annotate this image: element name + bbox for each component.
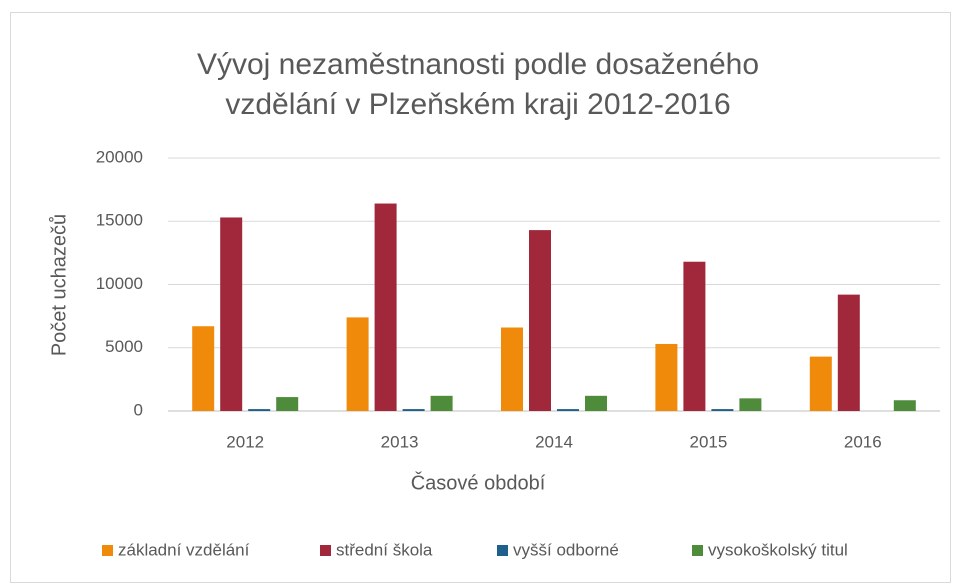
y-axis-label: Počet uchazečů (48, 214, 70, 356)
legend-label: vyšší odborné (513, 540, 619, 559)
x-tick-label: 2014 (535, 432, 573, 451)
bar (809, 356, 832, 411)
bar (893, 400, 916, 411)
bar (683, 261, 706, 411)
bar (837, 294, 860, 411)
bar (655, 343, 678, 411)
y-tick-label: 5000 (105, 337, 143, 356)
legend-swatch (692, 545, 703, 556)
x-tick-label: 2015 (689, 432, 727, 451)
legend-swatch (102, 545, 113, 556)
bar (430, 395, 453, 411)
chart-border (10, 12, 951, 583)
chart-title: vzdělání v Plzeňském kraji 2012-2016 (225, 88, 730, 121)
chart-title: Vývoj nezaměstnanosti podle dosaženého (197, 48, 759, 81)
bar (192, 326, 215, 411)
bar (739, 398, 762, 411)
legend-label: základní vzdělání (118, 540, 250, 559)
bar (276, 397, 299, 411)
x-tick-label: 2016 (844, 432, 882, 451)
legend-label: střední škola (336, 540, 433, 559)
legend-swatch (497, 545, 508, 556)
bar (346, 317, 369, 411)
bar (585, 395, 607, 411)
legend-label: vysokoškolský titul (708, 540, 848, 559)
x-tick-label: 2013 (381, 432, 419, 451)
y-tick-label: 15000 (96, 211, 143, 230)
y-tick-label: 20000 (96, 147, 143, 166)
x-tick-label: 2012 (226, 432, 264, 451)
x-axis-label: Časové období (411, 471, 546, 494)
bar (402, 409, 425, 411)
bar (557, 409, 579, 411)
bar (501, 327, 523, 411)
y-tick-label: 10000 (96, 274, 143, 293)
bar (711, 409, 734, 411)
legend-swatch (320, 545, 331, 556)
bar (529, 230, 551, 411)
bar (248, 409, 271, 411)
y-tick-label: 0 (134, 400, 143, 419)
bar (374, 203, 397, 411)
bar (220, 217, 243, 411)
